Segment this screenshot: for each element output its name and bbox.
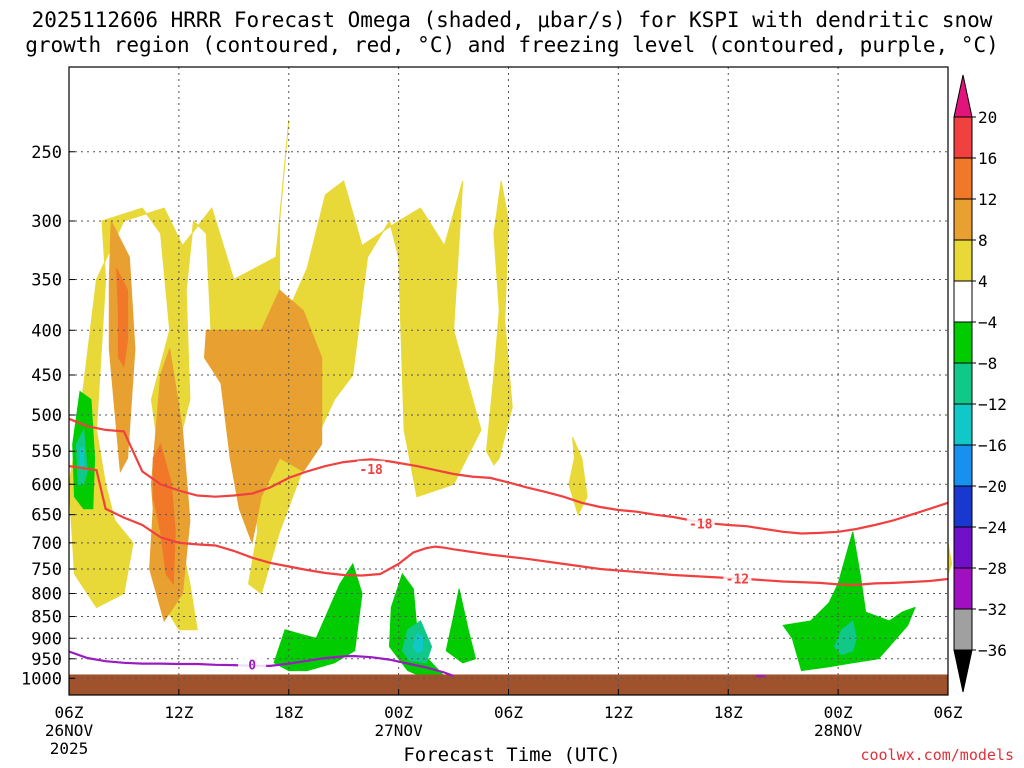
omega-shade-4-0 bbox=[485, 180, 513, 466]
x-tick-date-3: 27NOV bbox=[375, 721, 424, 740]
colorbar-label-7: −12 bbox=[978, 395, 1007, 414]
colorbar-box-1 bbox=[953, 157, 973, 200]
colorbar-box-12 bbox=[953, 608, 973, 651]
x-tick-label-5: 12Z bbox=[604, 703, 633, 722]
chart-title-line1: 2025112606 HRRR Forecast Omega (shaded, … bbox=[31, 8, 993, 32]
colorbar-box-6 bbox=[953, 362, 973, 405]
chart-title-line2: growth region (contoured, red, °C) and f… bbox=[25, 33, 999, 57]
omega-shade-neg4-3 bbox=[445, 588, 477, 664]
x-tick-label-7: 00Z bbox=[824, 703, 853, 722]
colorbar-box-3 bbox=[953, 239, 973, 282]
y-tick-label-650: 650 bbox=[31, 506, 62, 526]
colorbar-label-3: 8 bbox=[978, 231, 988, 250]
x-tick-date-0: 26NOV bbox=[45, 721, 94, 740]
colorbar-box-10 bbox=[953, 526, 973, 569]
x-tick-label-2: 18Z bbox=[274, 703, 303, 722]
colorbar-label-4: 4 bbox=[978, 272, 988, 291]
x-tick-label-1: 12Z bbox=[164, 703, 193, 722]
contour-line--12 bbox=[68, 465, 949, 587]
omega-shade-neg4-4 bbox=[782, 531, 916, 672]
y-tick-label-900: 900 bbox=[31, 629, 62, 649]
omega-shade-8-2 bbox=[203, 289, 323, 545]
colorbar-label-12: −32 bbox=[978, 600, 1007, 619]
x-tick-label-3: 00Z bbox=[384, 703, 413, 722]
contour-label--12-0: -12 bbox=[726, 573, 749, 588]
colorbar-box-2 bbox=[953, 198, 973, 241]
contour-label--18-1: -18 bbox=[689, 517, 713, 532]
omega-shade-12-0 bbox=[116, 268, 129, 368]
contour-label-bg--18-1 bbox=[686, 515, 715, 531]
colorbar-box-4 bbox=[953, 280, 973, 323]
colorbar-box-0 bbox=[953, 116, 973, 159]
contour-label-bg--18-0 bbox=[357, 460, 386, 476]
colorbar-label-0: 20 bbox=[978, 108, 997, 127]
omega-shade-neg12-1 bbox=[412, 633, 423, 654]
y-tick-label-550: 550 bbox=[31, 442, 62, 462]
colorbar-label-5: −4 bbox=[978, 313, 997, 332]
contour-line-0 bbox=[68, 650, 454, 678]
colorbar-bottom-arrow bbox=[953, 649, 973, 693]
colorbar: 20 16 12 8 4 −4 −8 −12 −16 −20 −24 −28 −32 −36 bbox=[953, 74, 1007, 693]
colorbar-box-11 bbox=[953, 567, 973, 610]
y-axis: 2503003504004505005506006507007508008509… bbox=[21, 143, 75, 689]
colorbar-top-arrow bbox=[953, 74, 973, 118]
colorbar-label-1: 16 bbox=[978, 149, 997, 168]
y-tick-label-350: 350 bbox=[31, 271, 62, 291]
omega-shading-layer bbox=[68, 120, 953, 679]
colorbar-label-6: −8 bbox=[978, 354, 997, 373]
y-tick-label-600: 600 bbox=[31, 475, 62, 495]
grid-lines bbox=[69, 67, 948, 695]
contour-label-bg--12-0 bbox=[723, 570, 752, 586]
colorbar-label-10: −24 bbox=[978, 518, 1007, 537]
omega-shade-neg4-1 bbox=[273, 562, 363, 672]
omega-shade-12-1 bbox=[152, 442, 176, 586]
omega-shade-4-1 bbox=[568, 436, 588, 517]
colorbar-box-9 bbox=[953, 485, 973, 528]
colorbar-label-2: 12 bbox=[978, 190, 997, 209]
colorbar-label-13: −36 bbox=[978, 641, 1007, 660]
x-tick-label-0: 06Z bbox=[55, 703, 84, 722]
omega-shade-neg12-0 bbox=[79, 447, 85, 470]
contour-label-bg-0-0 bbox=[238, 656, 267, 672]
y-tick-label-500: 500 bbox=[31, 406, 62, 426]
y-tick-label-700: 700 bbox=[31, 534, 62, 554]
x-tick-year-0: 2025 bbox=[50, 739, 89, 758]
y-tick-label-450: 450 bbox=[31, 366, 62, 386]
x-tick-label-8: 06Z bbox=[934, 703, 963, 722]
colorbar-label-11: −28 bbox=[978, 559, 1007, 578]
contour-label-0-0: 0 bbox=[248, 658, 256, 673]
y-tick-label-850: 850 bbox=[31, 608, 62, 628]
y-tick-label-250: 250 bbox=[31, 143, 62, 163]
y-tick-label-400: 400 bbox=[31, 321, 62, 341]
y-tick-label-1000: 1000 bbox=[21, 669, 62, 689]
x-axis-title: Forecast Time (UTC) bbox=[403, 744, 621, 766]
colorbar-label-9: −20 bbox=[978, 477, 1007, 496]
colorbar-label-8: −16 bbox=[978, 436, 1007, 455]
colorbar-box-8 bbox=[953, 444, 973, 487]
x-tick-label-4: 06Z bbox=[494, 703, 523, 722]
y-tick-label-800: 800 bbox=[31, 585, 62, 605]
contour-label--18-0: -18 bbox=[359, 463, 383, 478]
contour-line--18 bbox=[68, 417, 949, 535]
credit-text: coolwx.com/models bbox=[860, 746, 1014, 764]
x-tick-date-7: 28NOV bbox=[814, 721, 863, 740]
colorbar-box-7 bbox=[953, 403, 973, 446]
temperature-contours: -18 -18 -12 0 bbox=[68, 417, 949, 678]
y-tick-label-950: 950 bbox=[31, 650, 62, 670]
y-tick-label-300: 300 bbox=[31, 212, 62, 232]
colorbar-box-5 bbox=[953, 321, 973, 364]
y-tick-label-750: 750 bbox=[31, 560, 62, 580]
x-tick-label-6: 18Z bbox=[714, 703, 743, 722]
